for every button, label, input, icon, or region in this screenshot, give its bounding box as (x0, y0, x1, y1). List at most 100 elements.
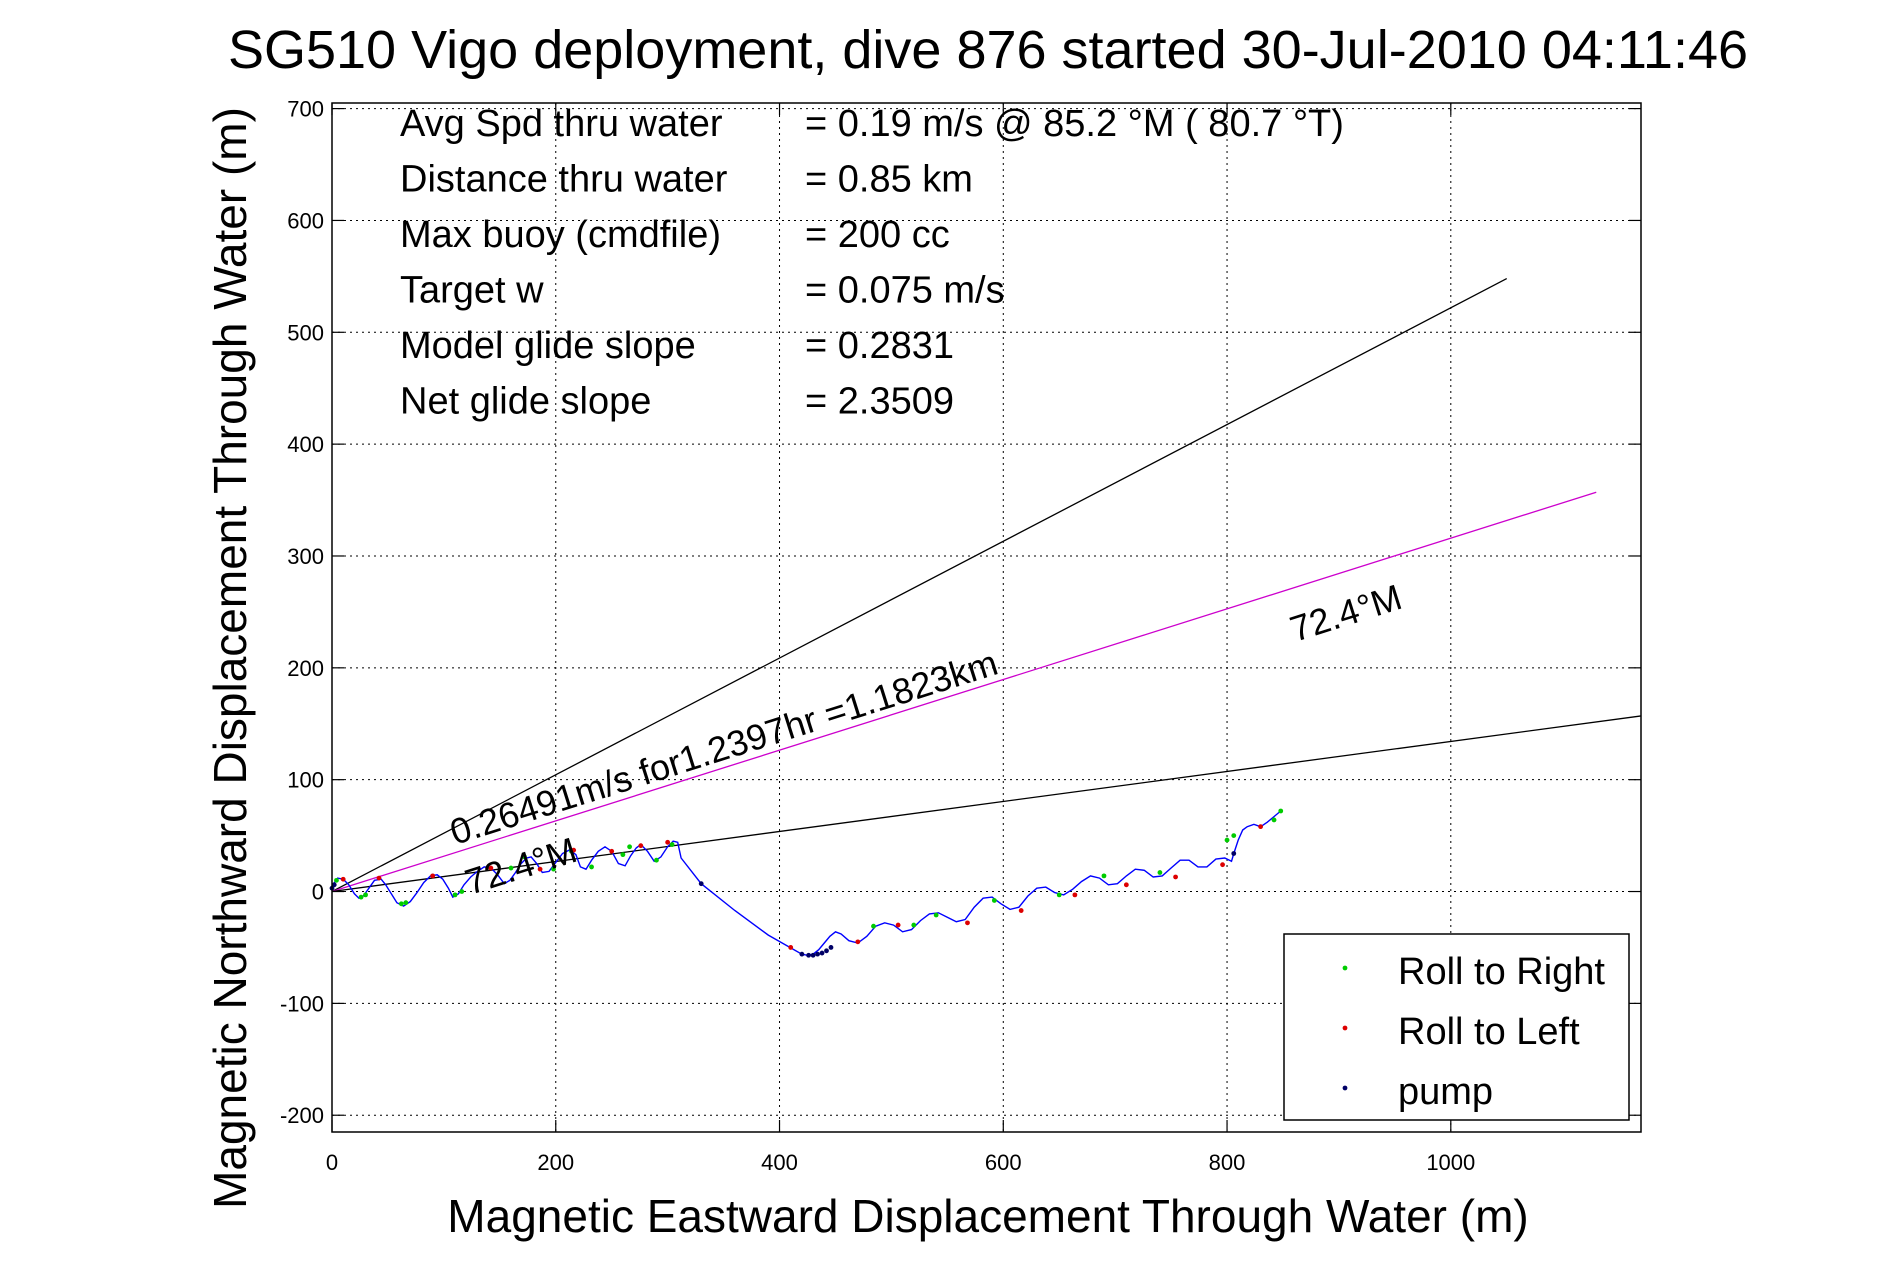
roll-to-right-point (358, 894, 364, 900)
roll-to-right-point (1157, 870, 1163, 875)
y-tick-label: 300 (287, 544, 324, 569)
roll-to-left-point (430, 873, 436, 879)
legend-box (1283, 933, 1630, 1121)
roll-to-left-point (571, 847, 577, 853)
roll-to-left-point (340, 876, 346, 882)
x-tick-label: 200 (537, 1150, 574, 1175)
roll-to-left-point (665, 839, 671, 845)
stat-value: = 0.2831 (805, 325, 954, 367)
pump-point (828, 945, 834, 950)
roll-to-left-point (376, 875, 382, 881)
stat-label: Target w (400, 270, 544, 312)
roll-to-right-point (589, 864, 594, 870)
roll-to-right-point (669, 842, 675, 847)
roll-to-left-point (788, 945, 794, 950)
y-axis-label: Magnetic Northward Displacement Through … (204, 107, 256, 1209)
legend-label-pump: pump (1398, 1071, 1493, 1113)
x-axis-label: Magnetic Eastward Displacement Through W… (447, 1190, 1528, 1242)
x-tick-label: 0 (326, 1150, 338, 1175)
stats-panel: Avg Spd thru water = 0.19 m/s @ 85.2 °M (… (400, 103, 1344, 423)
x-tick-label: 800 (1209, 1150, 1246, 1175)
pump-point (824, 948, 829, 954)
roll-to-left-point (965, 920, 970, 926)
heading-line (331, 491, 1597, 893)
y-tick-label: 500 (287, 320, 324, 345)
roll-to-right-point (398, 901, 404, 907)
y-tick-label: 0 (312, 880, 324, 905)
pump-point (819, 950, 825, 956)
roll-to-left-point (895, 922, 901, 928)
roll-to-right-point (1224, 837, 1230, 843)
roll-to-left-point (638, 843, 644, 849)
pump-point (698, 881, 704, 887)
roll-to-right-point (620, 852, 626, 858)
roll-to-left-point (1123, 882, 1129, 888)
stat-label: Net glide slope (400, 381, 651, 423)
roll-to-right-point (334, 877, 339, 883)
y-tick-label: 100 (287, 768, 324, 793)
upper-bound-line (331, 278, 1508, 893)
legend-label-roll-to-left: Roll to Left (1398, 1011, 1580, 1053)
stat-label: Max buoy (cmdfile) (400, 214, 721, 256)
y-tick-label: 400 (287, 432, 324, 457)
roll-to-right-point (551, 866, 556, 872)
stat-label: Avg Spd thru water (400, 103, 723, 145)
chart-title: SG510 Vigo deployment, dive 876 started … (228, 20, 1748, 80)
pump-point (815, 951, 820, 957)
roll-to-left-point (488, 865, 494, 871)
legend-marker-pump (1342, 1085, 1348, 1091)
y-tick-label: 600 (287, 208, 324, 233)
lower-bound-line (331, 715, 1642, 893)
roll-to-right-point (654, 857, 659, 863)
roll-to-right-point (1101, 873, 1107, 879)
roll-to-left-point (1173, 874, 1178, 880)
roll-to-right-point (522, 854, 527, 860)
pump-point (810, 952, 816, 958)
roll-to-right-point (627, 844, 633, 850)
roll-to-left-point (1220, 862, 1225, 868)
plot-frame (331, 102, 1642, 1133)
x-axis: 0 200 400 600 800 1000 (326, 103, 1475, 1175)
stat-label: Model glide slope (400, 325, 696, 367)
legend-marker-roll-to-right (1342, 965, 1348, 971)
roll-to-left-point (1072, 892, 1078, 898)
x-tick-label: 600 (985, 1150, 1022, 1175)
roll-to-right-point (1231, 833, 1237, 839)
roll-to-right-point (1056, 892, 1062, 898)
roll-to-right-point (991, 898, 997, 903)
y-tick-label: 200 (287, 656, 324, 681)
stat-value: = 0.85 km (805, 159, 973, 201)
roll-to-right-point (911, 922, 917, 928)
roll-to-right-point (1278, 808, 1284, 814)
roll-to-right-point (363, 892, 368, 898)
y-axis: -200 -100 0 100 200 300 400 500 600 700 (280, 97, 1641, 1128)
roll-to-left-point (1258, 824, 1264, 830)
roll-to-left-point (855, 939, 861, 945)
stat-label: Distance thru water (400, 159, 728, 201)
roll-to-right-point (403, 900, 409, 906)
legend: Roll to Right Roll to Left pump (1283, 933, 1630, 1121)
y-tick-label: 700 (287, 97, 324, 122)
grid (331, 103, 1641, 1132)
legend-label-roll-to-right: Roll to Right (1398, 951, 1605, 993)
roll-to-left-point (1018, 908, 1024, 913)
stat-value: = 200 cc (805, 214, 950, 256)
pump-point (1231, 851, 1237, 856)
reference-lines (331, 278, 1642, 893)
roll-markers (329, 808, 1284, 958)
x-tick-label: 400 (761, 1150, 798, 1175)
legend-marker-roll-to-left (1342, 1025, 1348, 1031)
y-tick-label: -100 (280, 991, 324, 1016)
dive-track-line (331, 810, 1282, 957)
pump-point (331, 882, 337, 888)
roll-to-left-point (609, 848, 615, 854)
roll-to-right-point (871, 923, 876, 929)
pump-point (806, 952, 812, 958)
stat-value: = 0.075 m/s (805, 270, 1005, 312)
stat-value: = 0.19 m/s @ 85.2 °M ( 80.7 °T) (805, 103, 1344, 145)
roll-to-left-point (537, 866, 543, 872)
y-tick-label: -200 (280, 1103, 324, 1128)
roll-to-right-point (459, 889, 465, 894)
dive-track (331, 810, 1282, 957)
